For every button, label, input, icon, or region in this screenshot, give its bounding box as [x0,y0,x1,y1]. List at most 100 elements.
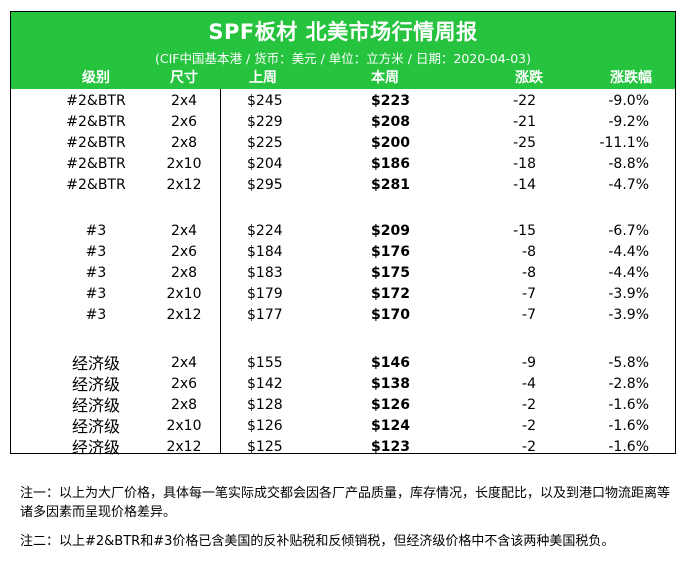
cell-pct: -4.7% [608,177,649,193]
cell-this: $281 [371,177,410,193]
table-row: #2&BTR 2x10 $204 $186 -18 -8.8% [11,154,675,175]
price-table: SPF板材 北美市场行情周报 (CIF中国基本港 / 货币：美元 / 单位：立方… [10,11,676,457]
cell-grade: 经济级 [71,354,120,373]
cell-grade: #3 [85,265,107,281]
cell-size: 2x6 [170,376,198,392]
cell-pct: -3.9% [608,286,649,302]
cell-change: -14 [513,177,536,193]
footnote-1: 注一：以上为大厂价格，具体每一笔实际成交都会因各厂产品质量，库存情况，长度配比，… [20,486,671,520]
cell-pct: -9.2% [608,114,649,130]
cell-last: $126 [247,418,283,434]
cell-last: $184 [247,244,283,260]
cell-last: $125 [247,439,283,455]
cell-this: $124 [371,418,410,434]
cell-change: -25 [513,135,536,151]
cell-change: -2 [522,418,536,434]
cell-change: -7 [522,286,536,302]
cell-grade: #2&BTR [66,114,126,130]
cell-grade: #3 [85,223,107,239]
cell-size: 2x8 [170,265,198,281]
cell-pct: -2.8% [608,376,649,392]
cell-size: 2x10 [166,156,202,172]
cell-this: $123 [371,439,410,455]
cell-last: $183 [247,265,283,281]
cell-grade: 经济级 [71,417,120,436]
cell-grade: 经济级 [71,438,120,457]
cell-grade: #2&BTR [66,177,126,193]
cell-pct: -4.4% [608,265,649,281]
column-header-row: 级别 尺寸 上周 本周 涨跌 涨跌幅 [11,67,675,89]
table-row: 经济级 2x4 $155 $146 -9 -5.8% [11,353,675,374]
cell-this: $172 [371,286,410,302]
table-header: SPF板材 北美市场行情周报 (CIF中国基本港 / 货币：美元 / 单位：立方… [11,12,675,89]
cell-last: $155 [247,355,283,371]
cell-change: -9 [522,355,536,371]
table-row: #3 2x6 $184 $176 -8 -4.4% [11,242,675,263]
footnotes: 注一：以上为大厂价格，具体每一笔实际成交都会因各厂产品质量，库存情况，长度配比，… [20,484,680,551]
cell-grade: #3 [85,307,107,323]
cell-change: -2 [522,397,536,413]
cell-pct: -6.7% [608,223,649,239]
cell-size: 2x4 [170,223,198,239]
cell-last: $225 [247,135,283,151]
cell-this: $208 [371,114,410,130]
table-title: SPF板材 北美市场行情周报 [208,20,478,44]
cell-last: $177 [247,307,283,323]
cell-size: 2x12 [166,177,202,193]
cell-last: $204 [247,156,283,172]
table-row: #3 2x12 $177 $170 -7 -3.9% [11,305,675,326]
cell-size: 2x4 [170,355,198,371]
cell-grade: #2&BTR [66,156,126,172]
cell-pct: -5.8% [608,355,649,371]
table-row: #3 2x8 $183 $175 -8 -4.4% [11,263,675,284]
column-header-this-week: 本周 [371,70,399,86]
cell-change: -4 [522,376,536,392]
cell-grade: 经济级 [71,396,120,415]
cell-change: -22 [513,93,536,109]
column-header-grade: 级别 [82,70,110,86]
table-row: #3 2x10 $179 $172 -7 -3.9% [11,284,675,305]
cell-grade: #3 [85,244,107,260]
cell-size: 2x10 [166,286,202,302]
cell-grade: #2&BTR [66,93,126,109]
cell-change: -8 [522,244,536,260]
cell-this: $186 [371,156,410,172]
cell-pct: -11.1% [599,135,649,151]
cell-pct: -9.0% [608,93,649,109]
table-row: #3 2x4 $224 $209 -15 -6.7% [11,221,675,242]
cell-size: 2x6 [170,244,198,260]
cell-pct: -3.9% [608,307,649,323]
cell-this: $200 [371,135,410,151]
table-row: 经济级 2x12 $125 $123 -2 -1.6% [11,437,675,458]
table-subtitle: (CIF中国基本港 / 货币：美元 / 单位：立方米 / 日期：2020-04-… [155,51,531,66]
cell-size: 2x12 [166,307,202,323]
cell-last: $245 [247,93,283,109]
table-row: 经济级 2x8 $128 $126 -2 -1.6% [11,395,675,416]
table-row: #2&BTR 2x4 $245 $223 -22 -9.0% [11,91,675,112]
cell-this: $138 [371,376,410,392]
cell-change: -7 [522,307,536,323]
cell-this: $170 [371,307,410,323]
cell-grade: #3 [85,286,107,302]
table-row: 经济级 2x6 $142 $138 -4 -2.8% [11,374,675,395]
table-row: #2&BTR 2x6 $229 $208 -21 -9.2% [11,112,675,133]
cell-last: $179 [247,286,283,302]
cell-this: $175 [371,265,410,281]
column-header-size: 尺寸 [170,70,198,86]
cell-this: $176 [371,244,410,260]
cell-pct: -4.4% [608,244,649,260]
cell-change: -18 [513,156,536,172]
cell-this: $126 [371,397,410,413]
cell-last: $295 [247,177,283,193]
footnote-2: 注二：以上#2&BTR和#3价格已含美国的反补贴税和反倾销税，但经济级价格中不含… [20,534,615,549]
cell-last: $224 [247,223,283,239]
table-row: #2&BTR 2x12 $295 $281 -14 -4.7% [11,175,675,196]
table-row: #2&BTR 2x8 $225 $200 -25 -11.1% [11,133,675,154]
cell-grade: 经济级 [71,375,120,394]
cell-pct: -1.6% [608,439,649,455]
column-header-last-week: 上周 [249,70,277,86]
cell-size: 2x8 [170,135,198,151]
cell-size: 2x12 [166,439,202,455]
cell-grade: #2&BTR [66,135,126,151]
cell-last: $142 [247,376,283,392]
